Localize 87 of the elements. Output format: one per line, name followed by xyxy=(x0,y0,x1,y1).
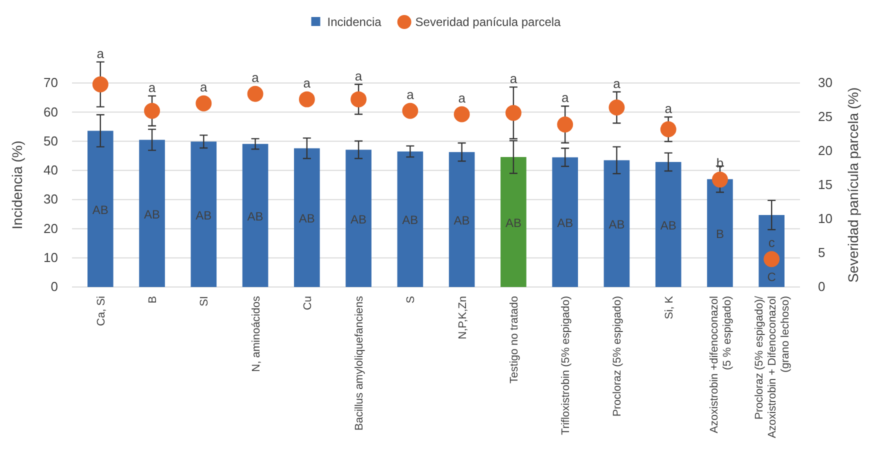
data-label: a xyxy=(354,68,363,84)
x-tick-label: N, aminoácidos xyxy=(250,296,262,372)
data-label: a xyxy=(303,75,312,90)
point xyxy=(660,121,676,138)
x-tick-label: Azoxistrobin +difenoconazol (5 % espigado) xyxy=(708,296,734,434)
y2-axis-title: Severidad panícula parcela (%) xyxy=(845,87,861,283)
legend-label: Severidad panícula parcela xyxy=(415,15,562,29)
y-tick-label: 10 xyxy=(44,250,58,266)
y-tick-label: 30 xyxy=(44,192,58,207)
bar xyxy=(190,142,217,287)
bar xyxy=(707,179,733,287)
x-tick-label: Testigo no tratado xyxy=(508,296,520,384)
y2-tick-label: 5 xyxy=(818,245,826,260)
y-tick-label: 70 xyxy=(44,75,58,90)
data-label: AB xyxy=(298,212,315,226)
point xyxy=(247,86,264,102)
data-label: a xyxy=(96,46,105,61)
data-label: C xyxy=(767,270,776,284)
point xyxy=(144,102,160,119)
data-label: AB xyxy=(144,207,160,222)
y2-tick-label: 15 xyxy=(818,177,832,192)
bar xyxy=(604,160,630,287)
data-label: AB xyxy=(92,202,108,217)
y-axis-title: Incidencia (%) xyxy=(9,140,25,230)
data-label: AB xyxy=(660,218,676,232)
bar xyxy=(87,130,114,287)
data-label: a xyxy=(200,79,208,94)
data-label: AB xyxy=(557,216,574,230)
data-label: AB xyxy=(505,216,522,230)
bar xyxy=(346,150,372,287)
y2-tick-label: 0 xyxy=(818,279,826,294)
data-label: AB xyxy=(196,208,212,222)
y-tick-label: 20 xyxy=(44,220,58,236)
x-tick-label: N,P,K,Zn xyxy=(456,296,469,340)
legend-label: Incidencia xyxy=(327,15,382,29)
data-label: a xyxy=(664,101,673,116)
data-label: AB xyxy=(402,213,418,228)
data-label: AB xyxy=(247,209,264,224)
point xyxy=(608,100,625,116)
y-tick-label: 40 xyxy=(44,162,58,178)
data-label: a xyxy=(510,71,518,86)
data-label: B xyxy=(716,227,724,242)
data-label: AB xyxy=(608,218,625,232)
bar xyxy=(552,157,578,287)
data-label: a xyxy=(252,70,260,85)
x-tick-label: Bacillus amyloliquefanciens xyxy=(354,296,366,431)
bar xyxy=(500,157,526,287)
y2-tick-label: 30 xyxy=(818,75,832,90)
x-tick-label: S xyxy=(405,296,418,304)
point xyxy=(402,102,418,119)
data-label: a xyxy=(406,86,415,102)
bar xyxy=(655,162,682,287)
point xyxy=(557,116,574,132)
y2-tick-label: 20 xyxy=(818,143,832,158)
point xyxy=(712,172,728,188)
y2-tick-label: 25 xyxy=(818,109,832,124)
bar xyxy=(448,152,475,287)
point xyxy=(196,95,212,112)
data-label: a xyxy=(148,80,156,95)
y-tick-label: 50 xyxy=(44,133,58,148)
point xyxy=(350,91,367,108)
bar xyxy=(294,148,320,287)
x-tick-label: B xyxy=(147,296,160,304)
x-tick-label: Ca, Si xyxy=(95,296,108,326)
x-tick-label: Procloraz (5% espigado)/ Azoxistrobin + Difenoconazol (grano lechoso) xyxy=(754,295,792,438)
data-label: a xyxy=(613,76,622,91)
data-label: AB xyxy=(350,212,367,226)
x-tick-label: Si, K xyxy=(663,295,676,320)
point xyxy=(454,106,470,122)
point xyxy=(505,104,522,121)
bar xyxy=(139,140,165,287)
y-tick-label: 0 xyxy=(50,279,58,294)
bar xyxy=(242,144,268,287)
bar xyxy=(397,151,424,287)
data-label: a xyxy=(458,90,466,106)
y2-tick-label: 10 xyxy=(818,211,832,226)
x-tick-label: Procloraz (5% espigado) xyxy=(612,296,624,416)
point xyxy=(298,91,315,108)
x-tick-label: SI xyxy=(198,296,211,306)
data-label: c xyxy=(768,235,776,250)
y-tick-label: 60 xyxy=(44,104,58,120)
data-label: a xyxy=(561,90,570,106)
x-tick-label: Trifloxistrobin (5% espigado) xyxy=(560,296,572,435)
point xyxy=(92,76,108,92)
data-label: AB xyxy=(454,214,470,228)
x-tick-label: Cu xyxy=(302,296,314,310)
point xyxy=(764,251,780,268)
